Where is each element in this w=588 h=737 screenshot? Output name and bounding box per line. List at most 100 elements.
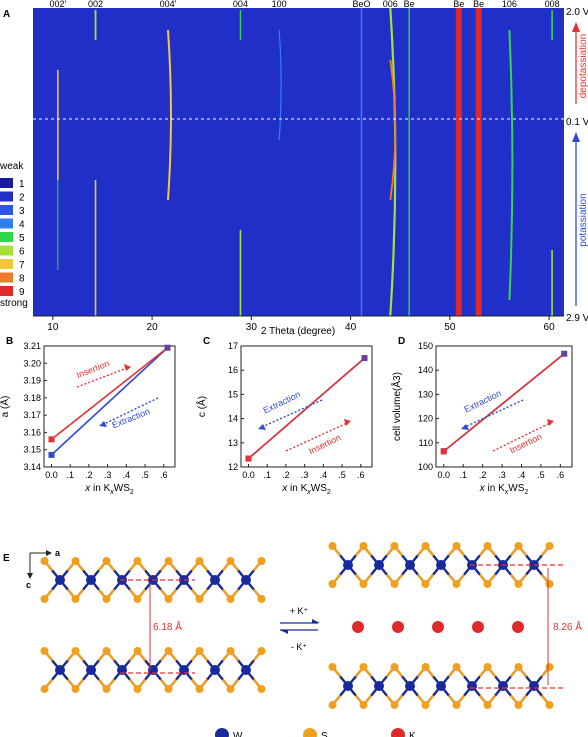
y-tick-label: 15 (228, 389, 238, 399)
s-atom (133, 647, 142, 655)
y-tick-label: 17 (228, 341, 238, 351)
axis-a-label: a (55, 548, 61, 558)
colorbar-level: 3 (19, 206, 25, 217)
w-atom (86, 575, 96, 585)
insertion-arrow (76, 367, 128, 388)
x-tick-label: .2 (282, 470, 290, 480)
s-atom (483, 580, 492, 588)
legend-label: W (233, 731, 243, 737)
heatmap-x-label: 2 Theta (degree) (261, 326, 335, 337)
s-atom (71, 685, 80, 693)
y-tick-label: 13 (228, 438, 238, 448)
x-axis-label: x in KxWS2 (281, 483, 331, 496)
s-atom (257, 647, 266, 655)
w-atom (55, 575, 65, 585)
s-atom (545, 542, 554, 550)
s-atom (452, 663, 461, 671)
arrow-plus-k: + K⁺ (290, 606, 309, 616)
panel-d-chart: D 100 110 120 130 140 150 0.0 .1 .2 .3 .4 .5 .6 x in K… (390, 336, 573, 496)
s-atom (133, 685, 142, 693)
extraction-point (48, 451, 55, 458)
insertion-line (247, 357, 366, 460)
peak-006 (389, 7, 397, 317)
colorbar-swatch (0, 218, 13, 229)
insertion-point (48, 436, 55, 443)
s-atom (390, 701, 399, 709)
s-atom (452, 580, 461, 588)
s-atom (102, 685, 111, 693)
w-atom (498, 681, 508, 691)
colorbar-weak-label: weak (0, 161, 24, 172)
y-tick-label: 3.17 (23, 410, 41, 420)
w-atom (241, 575, 251, 585)
s-atom (164, 595, 173, 603)
s-atom (390, 580, 399, 588)
y-tick-label: 100 (418, 462, 433, 472)
y-tick-label: 140 (418, 365, 433, 375)
legend-atom (391, 728, 405, 737)
peak-006-strong (389, 59, 397, 201)
y-axis-label: a (Å) (0, 396, 11, 418)
y-tick-label: 3.18 (23, 393, 41, 403)
y-tick-label: 130 (418, 389, 433, 399)
s-atom (102, 595, 111, 603)
peak-be-2 (455, 8, 462, 316)
heatmap-tick-label: 40 (345, 322, 357, 333)
s-atom (452, 701, 461, 709)
s-atom (133, 595, 142, 603)
crystal-structures (40, 542, 554, 709)
s-atom (257, 595, 266, 603)
panel-label: C (203, 336, 210, 347)
s-atom (71, 557, 80, 565)
ws2-layer (328, 663, 554, 709)
x-axis-label: x in KxWS2 (84, 483, 134, 496)
s-atom (226, 595, 235, 603)
y-tick-label: 3.19 (23, 376, 41, 386)
legend-atom (303, 728, 317, 737)
heatmap-tick-label: 60 (544, 322, 556, 333)
insertion-line (50, 347, 169, 440)
colorbar-swatch (0, 232, 13, 242)
panel-c-chart: C 12 13 14 15 16 17 0.0 .1 .2 .3 .4 .5 .6 x in KxWS2 c … (195, 336, 373, 496)
s-atom (195, 595, 204, 603)
y-tick-label: 3.21 (23, 341, 41, 351)
x-tick-label: .2 (479, 470, 487, 480)
w-atom (55, 665, 65, 675)
extraction-label: Extraction (463, 388, 503, 415)
peak-100 (278, 29, 282, 141)
plot-frame (43, 345, 176, 468)
x-tick-label: .1 (459, 470, 467, 480)
s-atom (421, 580, 430, 588)
right-spacing-label: 8.26 Å (553, 620, 582, 633)
voltage-top: 2.0 V (566, 7, 588, 18)
x-tick-label: .3 (301, 470, 309, 480)
s-atom (40, 647, 49, 655)
y-tick-label: 3.14 (23, 462, 41, 472)
s-atom (545, 663, 554, 671)
y-tick-label: 110 (419, 438, 433, 448)
extraction-arrowhead (258, 424, 266, 430)
s-atom (226, 685, 235, 693)
arrow-minus-k: - K⁺ (291, 642, 308, 652)
y-tick-label: 16 (228, 365, 238, 375)
colorbar-strong-label: strong (0, 298, 28, 309)
w-atom (241, 665, 251, 675)
insertion-line (443, 353, 565, 452)
peak-label: BeO (353, 0, 371, 9)
peak-label: 006 (383, 0, 398, 9)
insertion-arrow (492, 422, 551, 452)
x-tick-label: .2 (85, 470, 93, 480)
w-atom (343, 560, 353, 570)
s-atom (359, 542, 368, 550)
heatmap-tick-label: 30 (246, 322, 258, 333)
w-atom (529, 681, 539, 691)
colorbar-swatch (0, 272, 13, 283)
end-point (164, 344, 171, 351)
plot-frame (435, 345, 573, 468)
y-axis-label: cell volume(Å3) (390, 372, 403, 441)
colorbar-level: 6 (19, 247, 25, 258)
x-tick-label: 0.0 (438, 470, 451, 480)
x-tick-label: .6 (160, 470, 168, 480)
peak-label: 106 (502, 0, 517, 9)
peak-label: 002 (88, 0, 103, 9)
